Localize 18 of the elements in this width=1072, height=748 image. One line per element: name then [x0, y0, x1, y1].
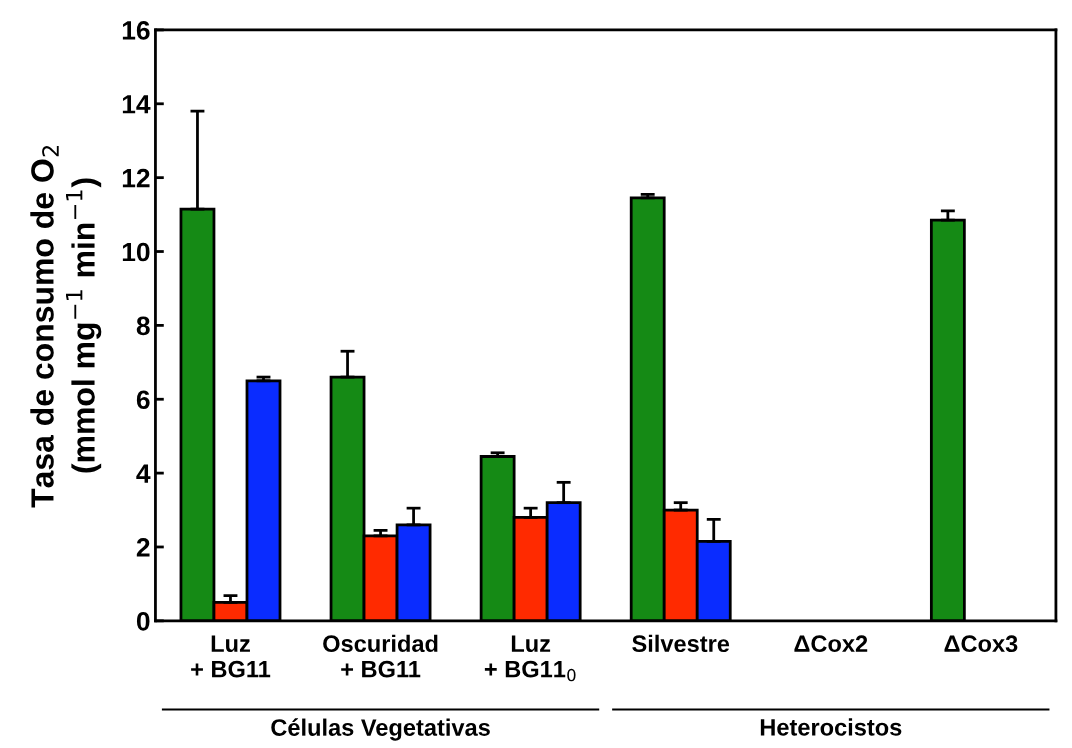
text: Tasa de consumo de O$_{2}$ (mmol mg$^{−1}$ min$^{−1}$): [30, 145, 102, 508]
y-tick-label: 14: [122, 95, 151, 114]
y-tick-label: 12: [122, 168, 150, 188]
x-tick-label: Silvestre: [632, 634, 730, 653]
y-tick-label: 10: [122, 242, 150, 262]
y-tick-label: 2: [136, 538, 150, 557]
y-tick-label: 6: [136, 390, 150, 410]
x-tick-label: ΔCox3: [944, 635, 1018, 653]
x-tick-label: Luz + BG11: [191, 635, 271, 678]
x-tick-label: Luz + BG11$_{0}$: [484, 635, 576, 682]
y-tick-label: 4: [136, 464, 151, 483]
y-tick-label: 0: [136, 611, 150, 631]
text: Heterocistos: [760, 718, 902, 736]
y-tick-label: 16: [122, 21, 150, 40]
y-tick-label: 8: [136, 316, 150, 336]
x-tick-label: ΔCox2: [794, 635, 868, 653]
x-tick-label: Oscuridad + BG11: [323, 634, 438, 678]
text: Células Vegetativas: [271, 718, 490, 741]
